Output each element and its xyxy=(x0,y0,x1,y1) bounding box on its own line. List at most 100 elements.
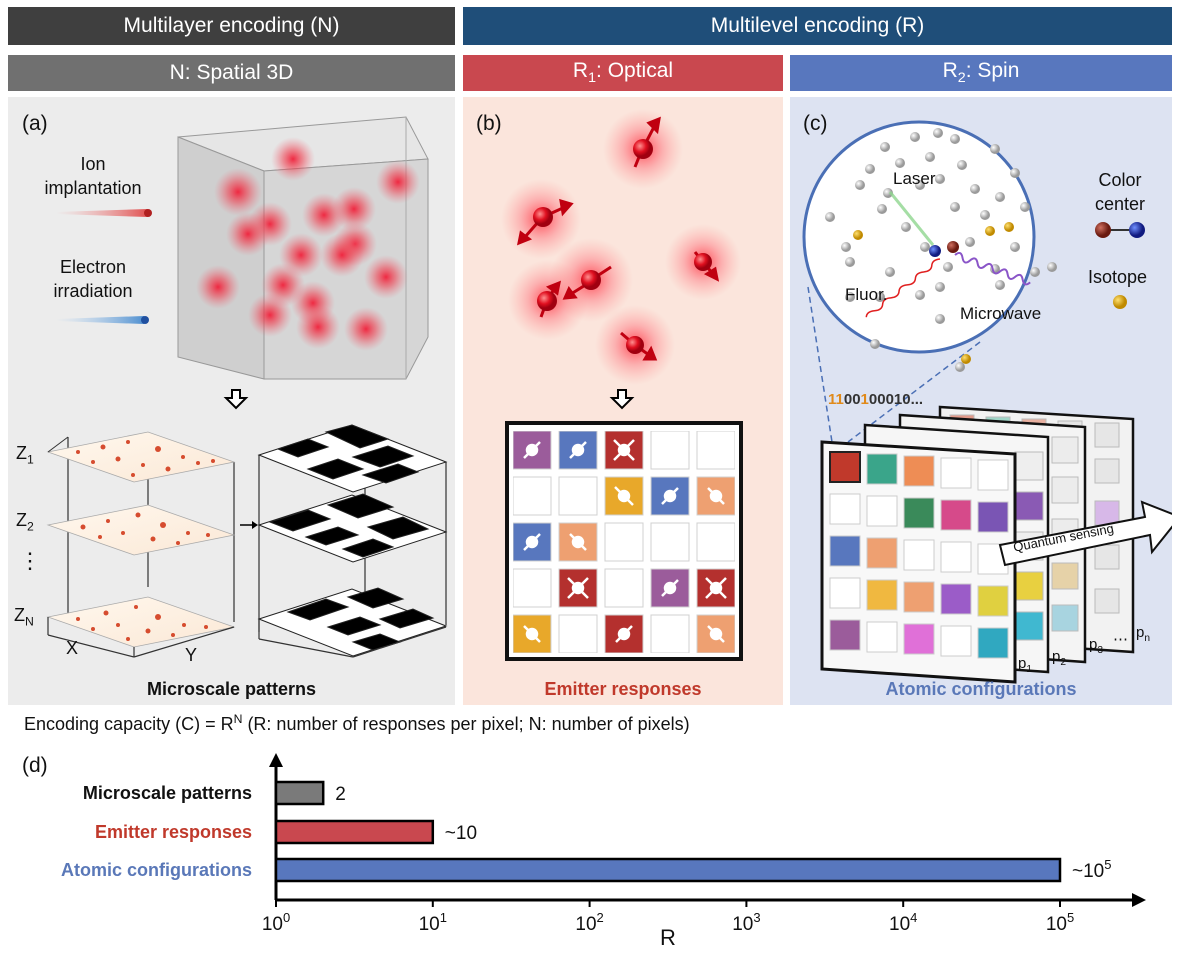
x-axis-arrow-icon xyxy=(1132,893,1146,907)
ion-line1: Ion xyxy=(80,154,106,174)
x-tick-label: 100 xyxy=(262,910,290,935)
electron-line2: irradiation xyxy=(53,281,133,301)
spin-emitter-icons xyxy=(516,116,720,361)
cell-spin-icon xyxy=(707,625,725,643)
x-tick-label: 103 xyxy=(732,910,760,935)
electron-irradiation-label: Electron irradiation xyxy=(28,255,158,303)
header-multilayer: Multilayer encoding (N) xyxy=(8,7,455,45)
header-multilevel: Multilevel encoding (R) xyxy=(463,7,1172,45)
panel-c-label: (c) xyxy=(803,112,828,135)
header-optical: R1: Optical xyxy=(463,55,783,91)
response-grid-cells xyxy=(512,430,736,654)
isotope-atoms xyxy=(853,222,1014,364)
ion-beam-icon xyxy=(56,209,152,217)
x-axis-label: R xyxy=(660,925,676,950)
cell-spin-icon xyxy=(613,439,635,461)
panel-c-graphics xyxy=(802,120,1172,684)
cell-spin-icon xyxy=(661,579,679,597)
microwave-wave-icon xyxy=(954,251,1031,286)
capacity-bar-chart: 100 101 102 103 104 105 R Microscale patterns 2 E… xyxy=(61,753,1146,950)
fluorescence-wave-icon xyxy=(865,258,941,318)
electron-beam-icon xyxy=(56,316,149,324)
cell-spin-icon xyxy=(523,441,541,459)
down-arrow-icon-b xyxy=(609,389,635,410)
x-tick-label: 102 xyxy=(575,910,603,935)
quantum-sensing-arrow-icon xyxy=(998,500,1172,567)
header-spatial: N: Spatial 3D xyxy=(8,55,455,91)
p2-label: p2 xyxy=(1052,648,1067,668)
cell-spin-icon xyxy=(567,577,589,599)
down-arrow-icon xyxy=(223,389,249,410)
value-label: 2 xyxy=(335,784,346,805)
header-spatial-text: N: Spatial 3D xyxy=(169,61,294,84)
color-center-defect xyxy=(929,241,959,257)
bar xyxy=(274,819,435,845)
laser-beam-icon xyxy=(888,191,935,246)
bitstring-mid: 00 xyxy=(843,391,861,408)
header-multilayer-text: Multilayer encoding (N) xyxy=(123,14,340,37)
bitstring-orange2: 1 xyxy=(860,391,869,408)
axis-x-label: X xyxy=(66,638,79,658)
value-label: ~105 xyxy=(1072,857,1111,882)
color-center-line2: center xyxy=(1094,194,1146,214)
y-axis-arrow-icon xyxy=(269,753,283,767)
chart-panel-label: (d) xyxy=(22,754,48,777)
cell-spin-icon xyxy=(614,486,634,506)
emitter-cloud xyxy=(501,109,741,385)
cell-spin-icon xyxy=(569,441,587,459)
x-tick-label: 101 xyxy=(419,910,447,935)
bitstring-orange: 11 xyxy=(828,391,844,408)
bitstring: 1100100010... xyxy=(828,391,923,408)
bitstring-rest: 00010... xyxy=(868,391,924,408)
color-center-legend-icon xyxy=(1095,222,1145,238)
header-optical-text: R1: Optical xyxy=(572,59,674,87)
response-grid xyxy=(512,430,736,654)
right-arrow-icon xyxy=(240,521,258,529)
isotope-label: Isotope xyxy=(1088,267,1148,287)
cell-spin-icon xyxy=(661,487,679,505)
color-center-line1: Color xyxy=(1098,170,1142,190)
panel-b-label: (b) xyxy=(476,112,502,135)
microwave-label: Microwave xyxy=(960,304,1042,323)
caption-atomic-configurations: Atomic configurations xyxy=(885,679,1077,699)
electron-line1: Electron xyxy=(59,257,127,277)
z2-label: Z2 xyxy=(16,510,34,534)
layer-dots: ⋮ xyxy=(19,548,41,573)
p3-label: p3 xyxy=(1089,636,1104,656)
encoding-capacity-formula: Encoding capacity (C) = RN (R: number of… xyxy=(24,712,690,734)
caption-emitter-responses: Emitter responses xyxy=(544,679,702,699)
category-label: Emitter responses xyxy=(95,822,252,842)
pn-label: pn xyxy=(1136,624,1151,644)
cell-spin-icon xyxy=(705,577,727,599)
p1-label: p1 xyxy=(1018,655,1033,675)
isotope-legend-icon xyxy=(1113,295,1127,309)
x-tick-label: 105 xyxy=(1046,910,1074,935)
bar xyxy=(274,780,325,806)
fluor-label: Fluor. xyxy=(845,285,888,304)
zn-label: ZN xyxy=(14,605,34,629)
caption-microscale-patterns: Microscale patterns xyxy=(146,679,317,699)
x-tick-label: 104 xyxy=(889,910,917,935)
bar xyxy=(274,857,1062,883)
lattice-magnifier xyxy=(802,120,1036,354)
panel-a-graphics xyxy=(46,116,448,658)
ion-line2: implantation xyxy=(44,178,142,198)
z1-label: Z1 xyxy=(16,443,34,467)
category-label: Microscale patterns xyxy=(83,783,252,803)
page-p1 xyxy=(820,440,1017,684)
configuration-pages xyxy=(820,405,1135,684)
category-label: Atomic configurations xyxy=(61,860,252,880)
pn-ellipsis: ⋯ xyxy=(1113,631,1128,648)
cell-spin-icon xyxy=(523,625,541,643)
ion-implantation-label: Ion implantation xyxy=(28,152,158,200)
cell-spin-icon xyxy=(615,625,633,643)
color-center-label: Color center xyxy=(1085,168,1155,216)
implanted-emitters xyxy=(196,137,420,351)
layer-slices xyxy=(46,431,236,658)
cell-spin-icon xyxy=(707,487,725,505)
axis-y-label: Y xyxy=(185,645,198,665)
binary-pattern-stack xyxy=(257,424,448,658)
panel-a-label: (a) xyxy=(22,112,48,135)
cell-spin-icon xyxy=(569,533,587,551)
header-spin-text: R2: Spin xyxy=(942,59,1020,87)
